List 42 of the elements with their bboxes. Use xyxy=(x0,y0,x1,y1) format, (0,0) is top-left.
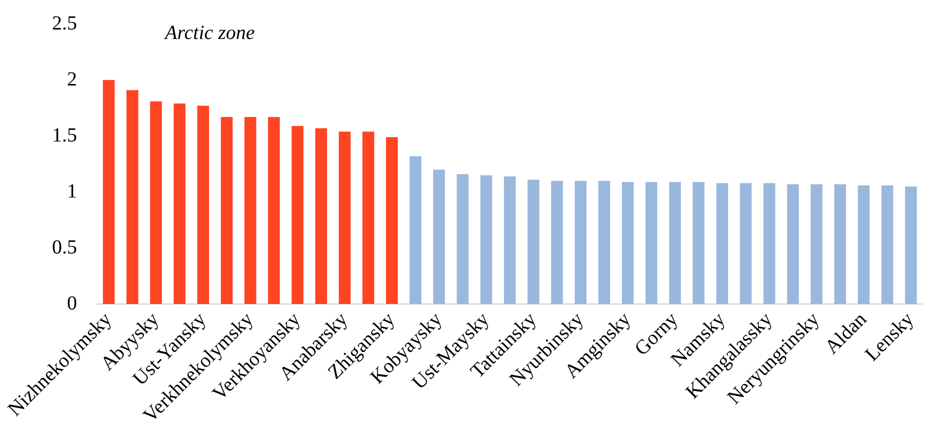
bar xyxy=(386,137,398,304)
bar xyxy=(716,183,728,304)
bar xyxy=(102,80,115,304)
bar xyxy=(197,106,210,304)
bar xyxy=(292,126,304,304)
y-tick-label: 1.5 xyxy=(52,124,77,146)
bar xyxy=(740,183,752,304)
bar xyxy=(268,117,280,304)
y-tick-label: 1 xyxy=(67,180,77,202)
bar xyxy=(574,180,587,304)
bar xyxy=(763,183,776,304)
bar xyxy=(362,132,374,304)
bar xyxy=(528,180,540,304)
bar xyxy=(787,184,799,304)
bar xyxy=(834,184,846,304)
bar xyxy=(622,182,634,304)
y-tick-label: 0.5 xyxy=(52,236,77,258)
bar xyxy=(598,180,610,304)
bar xyxy=(504,176,516,304)
bar xyxy=(338,132,351,304)
y-tick-label: 2 xyxy=(67,68,77,90)
bar xyxy=(315,128,328,304)
bar xyxy=(150,101,162,304)
bar xyxy=(480,175,492,304)
bar xyxy=(456,174,469,304)
bar xyxy=(174,104,186,304)
bar xyxy=(244,117,256,304)
bar xyxy=(881,185,894,304)
bar xyxy=(220,117,233,304)
bar xyxy=(810,184,822,304)
bar xyxy=(126,90,138,304)
bar xyxy=(905,186,917,304)
y-tick-label: 2.5 xyxy=(52,12,77,34)
annotation: Arctic zone xyxy=(165,22,255,45)
bar xyxy=(858,185,870,304)
bar xyxy=(551,180,563,304)
bar xyxy=(433,170,445,304)
bar xyxy=(692,182,704,304)
bar xyxy=(646,182,658,304)
bar xyxy=(669,182,681,304)
bar xyxy=(410,156,422,304)
y-tick-label: 0 xyxy=(67,292,77,314)
